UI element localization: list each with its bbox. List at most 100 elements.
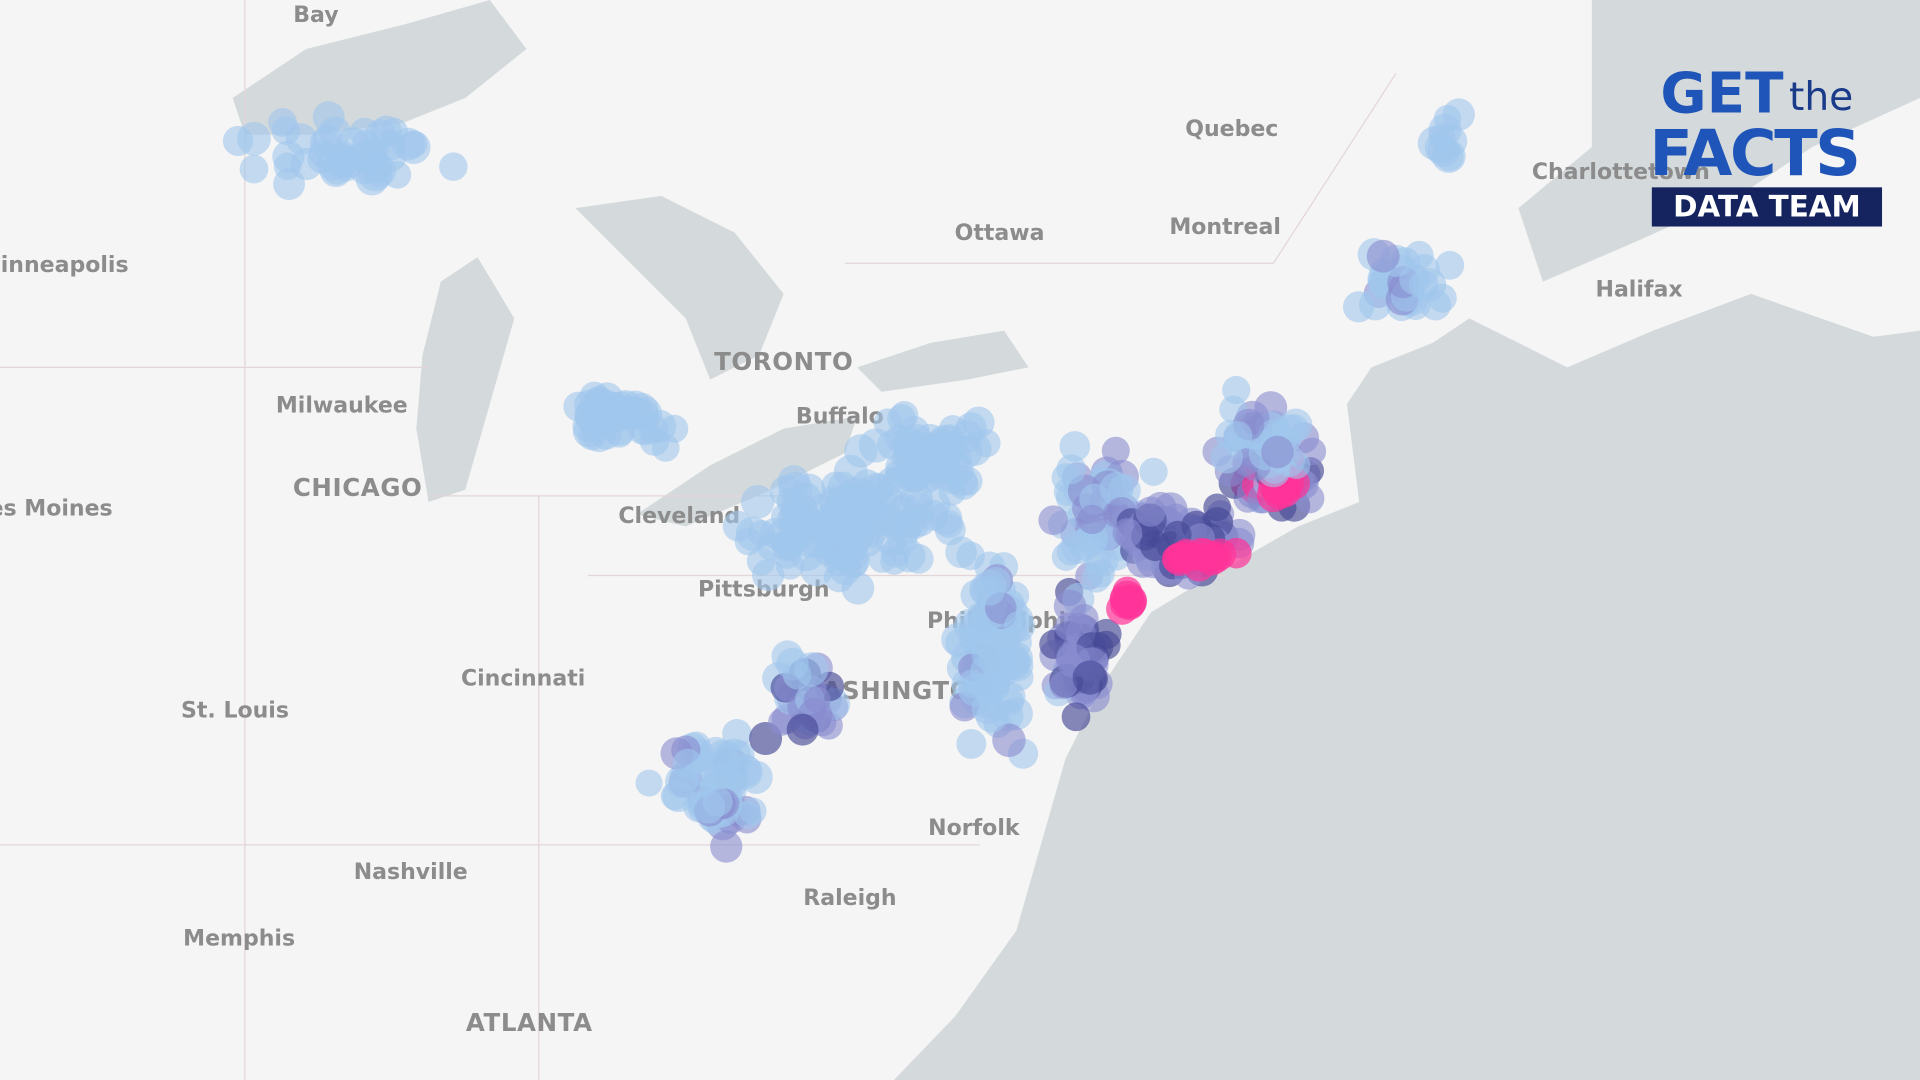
report-dot (1099, 471, 1134, 506)
report-dot (1054, 612, 1083, 641)
city-label: Milwaukee (276, 394, 408, 419)
report-dot (439, 152, 468, 181)
report-dot (722, 718, 752, 749)
report-dot (635, 769, 663, 797)
report-dot (1408, 270, 1439, 301)
report-dot (1210, 440, 1243, 474)
lake-huron (575, 195, 784, 380)
report-dot (1139, 457, 1168, 486)
report-dot (935, 424, 964, 453)
report-dot (1435, 250, 1465, 280)
report-dot (777, 465, 810, 498)
logo-badge (1651, 187, 1883, 227)
report-dot (611, 396, 641, 426)
report-dot (1162, 542, 1197, 576)
report-dot (1083, 548, 1112, 576)
report-dot (222, 125, 254, 157)
report-dot (239, 154, 269, 184)
report-dot (970, 654, 1003, 687)
state-borders (0, 0, 1397, 1080)
report-dot (1061, 702, 1091, 732)
logo-facts: FACTS (1649, 117, 1858, 191)
report-dot (355, 162, 389, 196)
report-dot (319, 116, 351, 149)
lake-ontario (857, 330, 1029, 392)
lake-michigan (416, 257, 515, 503)
report-dot (992, 723, 1026, 757)
report-dot (352, 129, 380, 158)
city-label: Quebec (1185, 117, 1278, 142)
city-label: Buffalo (796, 405, 884, 430)
report-dot (1038, 505, 1069, 536)
city-label: Memphis (183, 926, 295, 951)
lake-superior (232, 0, 527, 135)
report-dot (1221, 537, 1252, 569)
report-dot (948, 469, 979, 500)
report-dot (890, 401, 919, 430)
report-dot (1432, 139, 1466, 174)
report-dot (891, 426, 925, 460)
gulf (1518, 0, 1920, 282)
city-label: Norfolk (928, 816, 1021, 841)
report-dot (880, 510, 913, 542)
report-dot (1139, 530, 1171, 562)
report-dot (800, 552, 834, 587)
city-label: Nashville (354, 860, 468, 885)
report-dot (1049, 671, 1078, 700)
borders (0, 0, 1397, 1080)
report-dot (746, 546, 776, 576)
report-dot (848, 486, 882, 520)
city-labels: Bay Minneapolis Quebec Ottawa Montreal C… (0, 3, 1710, 1037)
report-dot (1003, 610, 1036, 642)
report-dots (222, 98, 1475, 863)
report-dot (880, 538, 910, 568)
report-dot (975, 576, 1005, 606)
report-dot (572, 410, 604, 442)
city-label: ATLANTA (466, 1008, 593, 1037)
report-dot (375, 130, 406, 161)
report-dot (1072, 660, 1107, 695)
report-dot (1077, 504, 1108, 535)
city-label: Bay (293, 3, 338, 28)
report-dot (651, 433, 680, 462)
report-dot (782, 660, 812, 690)
city-label: Raleigh (803, 886, 896, 911)
report-dot (956, 541, 985, 571)
logo-the: the (1789, 75, 1853, 120)
water (232, 0, 1920, 1080)
report-dot (1101, 436, 1130, 465)
report-dot (786, 713, 819, 746)
city-label: es Moines (0, 497, 113, 522)
ocean (893, 293, 1920, 1080)
report-dot (1112, 517, 1143, 548)
city-label: Charlottetown (1532, 160, 1710, 185)
report-dot (1059, 431, 1091, 462)
report-dot (803, 686, 831, 714)
city-label: CHICAGO (293, 473, 423, 502)
report-dot (740, 485, 775, 519)
report-dot (708, 748, 741, 781)
lake-erie (636, 416, 858, 527)
city-label: Ottawa (955, 221, 1045, 246)
city-label: TORONTO (714, 347, 853, 376)
report-dot (1261, 435, 1294, 469)
city-label: Minneapolis (0, 253, 129, 278)
report-dot (1343, 291, 1375, 323)
report-dot (583, 386, 613, 416)
report-dot (672, 748, 703, 779)
city-label: St. Louis (181, 699, 289, 724)
report-dot (710, 830, 743, 863)
report-dot (307, 144, 337, 174)
report-dot (400, 130, 428, 158)
city-label: Montreal (1169, 215, 1281, 240)
city-label: Cincinnati (461, 667, 585, 692)
report-dot (1366, 239, 1400, 273)
report-dot (787, 516, 816, 545)
city-label: Halifax (1596, 277, 1683, 302)
report-dot (733, 801, 762, 829)
report-dot (272, 140, 305, 173)
report-dot (1056, 454, 1087, 485)
report-dot (1135, 496, 1166, 527)
report-dot (817, 507, 848, 539)
